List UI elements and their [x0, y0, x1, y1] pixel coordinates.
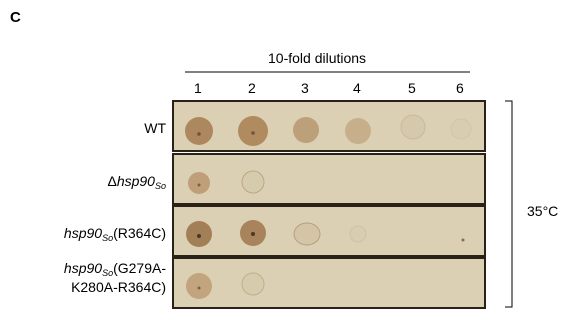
colony — [345, 118, 371, 144]
label-segment: hsp90 — [64, 225, 102, 241]
colony-center — [198, 184, 201, 187]
label-segment: hsp90 — [117, 173, 155, 189]
colony-center — [197, 234, 201, 238]
plate-row — [173, 206, 485, 256]
plate-row — [173, 154, 485, 204]
condition-label: 35°C — [527, 203, 558, 219]
row-label: hsp90So(R364C) — [64, 225, 166, 246]
column-label: 4 — [353, 80, 361, 96]
column-label: 6 — [456, 80, 464, 96]
row-label: WT — [144, 120, 166, 136]
row-label: K280A-R364C) — [71, 279, 166, 295]
colony — [293, 117, 319, 143]
colony — [188, 172, 210, 194]
label-segment: So — [102, 268, 113, 278]
column-label: 2 — [248, 80, 256, 96]
colony — [294, 223, 320, 245]
colony-center — [197, 132, 201, 136]
colony — [242, 273, 264, 295]
colony — [186, 273, 212, 299]
figure-panel: C 10-fold dilutions 35°C 123456WTΔhsp90S… — [0, 0, 569, 313]
colony-center — [251, 131, 255, 135]
column-label: 1 — [194, 80, 202, 96]
colony-center — [198, 287, 201, 290]
panel-label: C — [10, 10, 21, 26]
colony-center — [251, 232, 255, 236]
label-segment: (R364C) — [113, 225, 166, 241]
condition-bracket — [505, 101, 512, 307]
plates — [173, 101, 485, 308]
colony — [401, 115, 425, 139]
column-label: 5 — [408, 80, 416, 96]
label-segment: So — [102, 233, 113, 243]
label-segment: So — [155, 181, 166, 191]
plate-row — [173, 258, 485, 308]
label-segment: K280A-R364C) — [71, 279, 166, 295]
colony — [185, 117, 213, 145]
colony — [238, 116, 268, 146]
label-segment: Δ — [107, 173, 116, 189]
colony — [451, 119, 471, 139]
colony — [350, 226, 366, 242]
label-segment: WT — [144, 120, 166, 136]
row-label: Δhsp90So — [107, 173, 166, 194]
plate-row — [173, 101, 485, 151]
colony — [242, 171, 264, 193]
row-label: hsp90So(G279A- — [64, 260, 166, 281]
label-segment: hsp90 — [64, 260, 102, 276]
colony — [462, 239, 465, 242]
header: 10-fold dilutions — [268, 50, 366, 66]
label-segment: (G279A- — [113, 260, 166, 276]
column-label: 3 — [301, 80, 309, 96]
